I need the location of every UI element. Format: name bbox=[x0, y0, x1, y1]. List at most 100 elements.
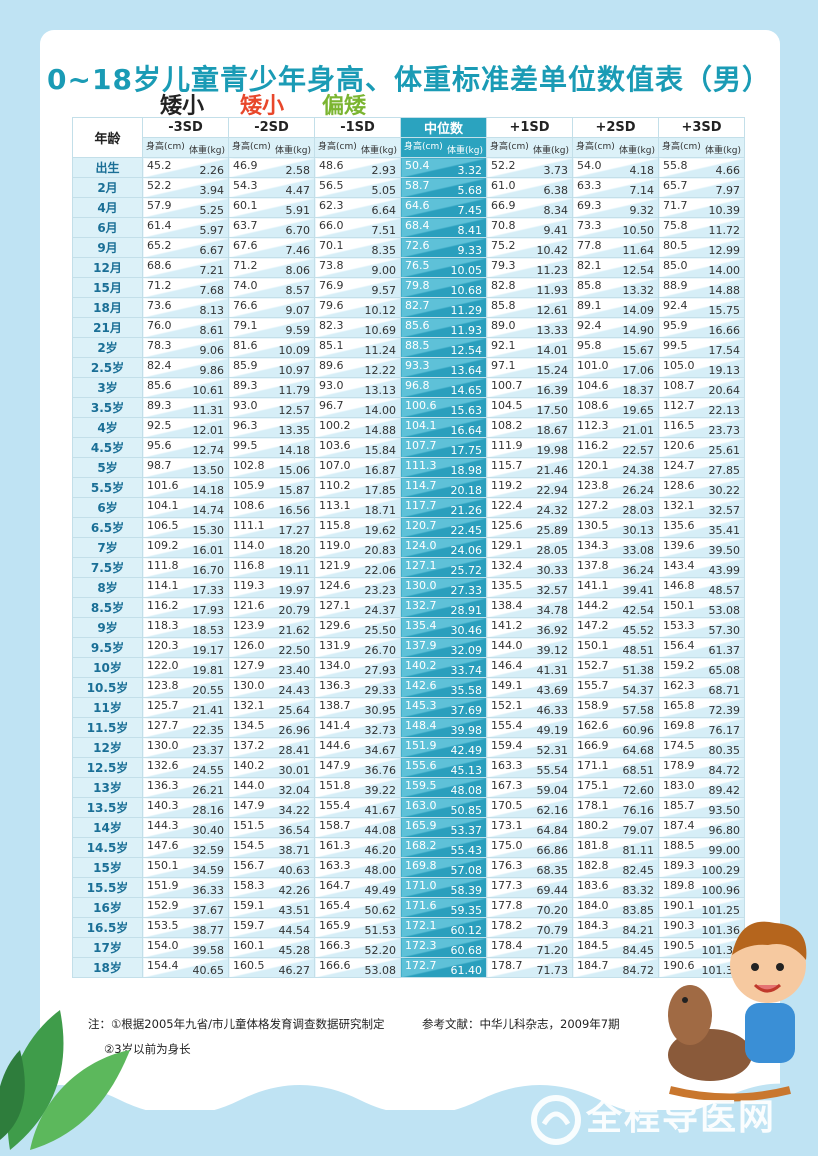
weight-value: 8.13 bbox=[199, 304, 225, 317]
weight-value: 9.86 bbox=[199, 364, 225, 377]
age-cell: 2月 bbox=[72, 177, 143, 198]
weight-value: 48.51 bbox=[622, 644, 655, 657]
weight-value: 14.88 bbox=[708, 284, 741, 297]
height-value: 122.4 bbox=[491, 499, 523, 512]
value-cell: 172.3 60.68 bbox=[400, 937, 487, 958]
height-value: 138.7 bbox=[319, 699, 351, 712]
value-cell: 176.3 68.35 bbox=[486, 857, 573, 878]
table-row: 10岁 122.0 19.81 127.9 23.40 134.0 27.93 140.2 33… bbox=[72, 657, 745, 678]
weight-value: 10.97 bbox=[278, 364, 311, 377]
value-cell: 151.5 36.54 bbox=[228, 817, 315, 838]
weight-value: 7.21 bbox=[199, 264, 225, 277]
value-cell: 132.6 24.55 bbox=[142, 757, 229, 778]
table-row: 15.5岁 151.9 36.33 158.3 42.26 164.7 49.49 171.0… bbox=[72, 877, 745, 898]
value-cell: 75.2 10.42 bbox=[486, 237, 573, 258]
weight-value: 101.36 bbox=[701, 924, 741, 937]
height-value: 104.1 bbox=[147, 499, 179, 512]
value-cell: 88.5 12.54 bbox=[400, 337, 487, 358]
age-cell: 出生 bbox=[72, 157, 143, 178]
height-value: 76.6 bbox=[233, 299, 258, 312]
value-cell: 169.8 76.17 bbox=[658, 717, 745, 738]
weight-value: 58.39 bbox=[450, 884, 483, 897]
weight-value: 15.63 bbox=[450, 404, 483, 417]
value-cell: 58.7 5.68 bbox=[400, 177, 487, 198]
value-cell: 178.4 71.20 bbox=[486, 937, 573, 958]
height-value: 104.5 bbox=[491, 399, 523, 412]
weight-value: 83.85 bbox=[622, 904, 655, 917]
weight-value: 18.53 bbox=[192, 624, 225, 637]
value-cell: 162.6 60.96 bbox=[572, 717, 659, 738]
height-value: 158.9 bbox=[577, 699, 609, 712]
height-value: 52.2 bbox=[491, 159, 516, 172]
weight-value: 24.06 bbox=[450, 544, 483, 557]
height-value: 171.1 bbox=[577, 759, 609, 772]
value-cell: 128.6 30.22 bbox=[658, 477, 745, 498]
height-value: 115.8 bbox=[319, 519, 351, 532]
weight-value: 11.93 bbox=[536, 284, 569, 297]
value-cell: 85.0 14.00 bbox=[658, 257, 745, 278]
weight-value: 43.99 bbox=[708, 564, 741, 577]
height-value: 163.3 bbox=[491, 759, 523, 772]
height-value: 127.7 bbox=[147, 719, 179, 732]
value-cell: 171.0 58.39 bbox=[400, 877, 487, 898]
value-cell: 134.0 27.93 bbox=[314, 657, 401, 678]
weight-value: 17.75 bbox=[450, 444, 483, 457]
height-value: 50.4 bbox=[405, 159, 430, 172]
weight-value: 10.05 bbox=[450, 264, 483, 277]
height-value: 141.1 bbox=[577, 579, 609, 592]
age-cell: 6.5岁 bbox=[72, 517, 143, 538]
height-value: 177.3 bbox=[491, 879, 523, 892]
value-cell: 161.3 46.20 bbox=[314, 837, 401, 858]
value-cell: 73.6 8.13 bbox=[142, 297, 229, 318]
age-cell: 14.5岁 bbox=[72, 837, 143, 858]
value-cell: 135.4 30.46 bbox=[400, 617, 487, 638]
height-value: 160.1 bbox=[233, 939, 265, 952]
value-cell: 118.3 18.53 bbox=[142, 617, 229, 638]
value-cell: 92.4 15.75 bbox=[658, 297, 745, 318]
height-value: 159.2 bbox=[663, 659, 695, 672]
weight-value: 64.84 bbox=[536, 824, 569, 837]
value-cell: 50.4 3.32 bbox=[400, 157, 487, 178]
value-cell: 162.3 68.71 bbox=[658, 677, 745, 698]
height-value: 82.7 bbox=[405, 299, 430, 312]
weight-value: 15.67 bbox=[622, 344, 655, 357]
weight-value: 5.68 bbox=[457, 184, 483, 197]
value-cell: 79.8 10.68 bbox=[400, 277, 487, 298]
weight-value: 4.66 bbox=[715, 164, 741, 177]
value-cell: 124.0 24.06 bbox=[400, 537, 487, 558]
height-value: 176.3 bbox=[491, 859, 523, 872]
value-cell: 52.2 3.73 bbox=[486, 157, 573, 178]
weight-value: 10.09 bbox=[278, 344, 311, 357]
age-cell: 14岁 bbox=[72, 817, 143, 838]
height-value: 172.7 bbox=[405, 959, 437, 972]
height-value: 82.8 bbox=[491, 279, 516, 292]
weight-value: 10.50 bbox=[622, 224, 655, 237]
weight-value: 21.41 bbox=[192, 704, 225, 717]
age-cell: 10.5岁 bbox=[72, 677, 143, 698]
weight-value: 60.96 bbox=[622, 724, 655, 737]
height-value: 124.0 bbox=[405, 539, 437, 552]
height-value: 130.0 bbox=[233, 679, 265, 692]
value-cell: 143.4 43.99 bbox=[658, 557, 745, 578]
value-cell: 127.7 22.35 bbox=[142, 717, 229, 738]
height-value: 46.9 bbox=[233, 159, 258, 172]
age-cell: 15.5岁 bbox=[72, 877, 143, 898]
weight-value: 7.46 bbox=[285, 244, 311, 257]
height-value: 171.6 bbox=[405, 899, 437, 912]
value-cell: 144.6 34.67 bbox=[314, 737, 401, 758]
value-cell: 154.4 40.65 bbox=[142, 957, 229, 978]
weight-value: 80.35 bbox=[708, 744, 741, 757]
value-cell: 141.4 32.73 bbox=[314, 717, 401, 738]
height-value: 178.2 bbox=[491, 919, 523, 932]
age-cell: 9岁 bbox=[72, 617, 143, 638]
sd-header-median: 中位数 bbox=[400, 117, 487, 138]
height-value: 120.3 bbox=[147, 639, 179, 652]
value-cell: 56.5 5.05 bbox=[314, 177, 401, 198]
value-cell: 175.0 66.86 bbox=[486, 837, 573, 858]
age-cell: 10岁 bbox=[72, 657, 143, 678]
height-value: 144.0 bbox=[491, 639, 523, 652]
height-value: 155.6 bbox=[405, 759, 437, 772]
weight-value: 48.08 bbox=[450, 784, 483, 797]
value-cell: 123.8 20.55 bbox=[142, 677, 229, 698]
height-value: 95.6 bbox=[147, 439, 172, 452]
